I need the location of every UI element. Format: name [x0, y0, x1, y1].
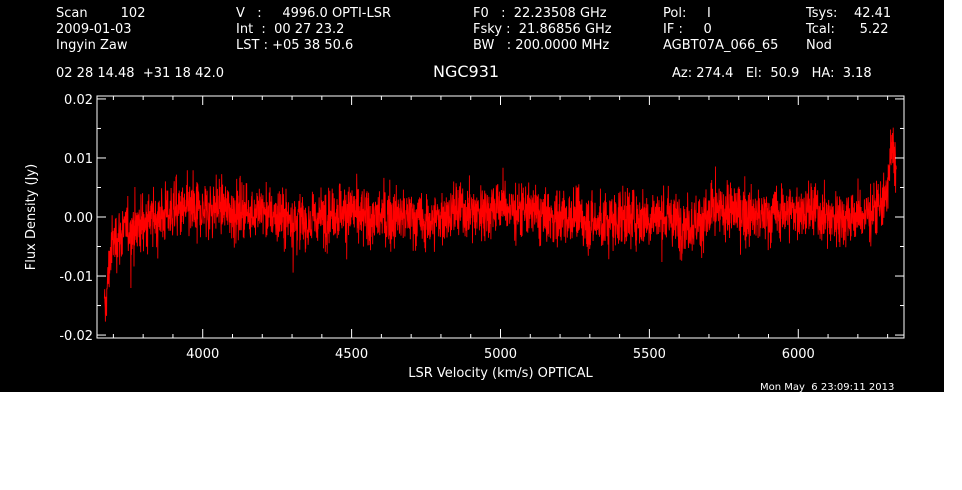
lst-info: LST : +05 38 50.6 [236, 38, 354, 53]
scan-label: Scan 102 [56, 6, 146, 21]
source-name: NGC931 [433, 62, 500, 81]
observer-name: Ingyin Zaw [56, 38, 128, 53]
y-tick-label: 0.01 [64, 152, 93, 167]
project-id: AGBT07A_066_65 [663, 38, 779, 53]
velocity-info: V : 4996.0 OPTI-LSR [236, 6, 392, 21]
generation-timestamp: Mon May 6 23:09:11 2013 [760, 382, 895, 392]
spectrum-trace-line [103, 127, 897, 322]
az-el-ha: Az: 274.4 El: 50.9 HA: 3.18 [672, 66, 872, 81]
polarization: Pol: I [663, 6, 711, 21]
bandwidth: BW : 200.0000 MHz [473, 38, 610, 53]
if-number: IF : 0 [663, 22, 712, 37]
x-tick-label: 5500 [633, 347, 666, 362]
x-axis-title: LSR Velocity (km/s) OPTICAL [408, 366, 593, 381]
source-coordinates: 02 28 14.48 +31 18 42.0 [56, 66, 225, 81]
tcal-value: Tcal: 5.22 [806, 22, 889, 37]
y-tick-label: -0.01 [59, 270, 93, 285]
y-tick-label: 0.00 [64, 211, 93, 226]
x-tick-label: 4000 [186, 347, 219, 362]
integration-time: Int : 00 27 23.2 [236, 22, 345, 37]
rest-frequency: F0 : 22.23508 GHz [473, 6, 607, 21]
axes-group: 4000 4500 5000 5500 6000 -0.02 -0.01 0.00 0.01 0.… [59, 93, 904, 362]
observation-date: 2009-01-03 [56, 22, 132, 37]
y-tick-label: 0.02 [64, 93, 93, 108]
sky-frequency: Fsky : 21.86856 GHz [473, 22, 612, 37]
procedure-name: Nod [806, 38, 832, 53]
y-axis-title: Flux Density (Jy) [24, 164, 39, 270]
x-tick-label: 4500 [335, 347, 368, 362]
x-tick-label: 5000 [484, 347, 517, 362]
spectrum-trace-group [103, 127, 897, 322]
y-tick-label: -0.02 [59, 329, 93, 344]
x-tick-label: 6000 [782, 347, 815, 362]
spectrum-chart: 4000 4500 5000 5500 6000 -0.02 -0.01 0.00 0.01 0.… [24, 93, 905, 381]
tsys-value: Tsys: 42.41 [806, 6, 892, 21]
spectrum-plot-panel: Scan 102 2009-01-03 Ingyin Zaw V : 4996.… [0, 0, 944, 392]
